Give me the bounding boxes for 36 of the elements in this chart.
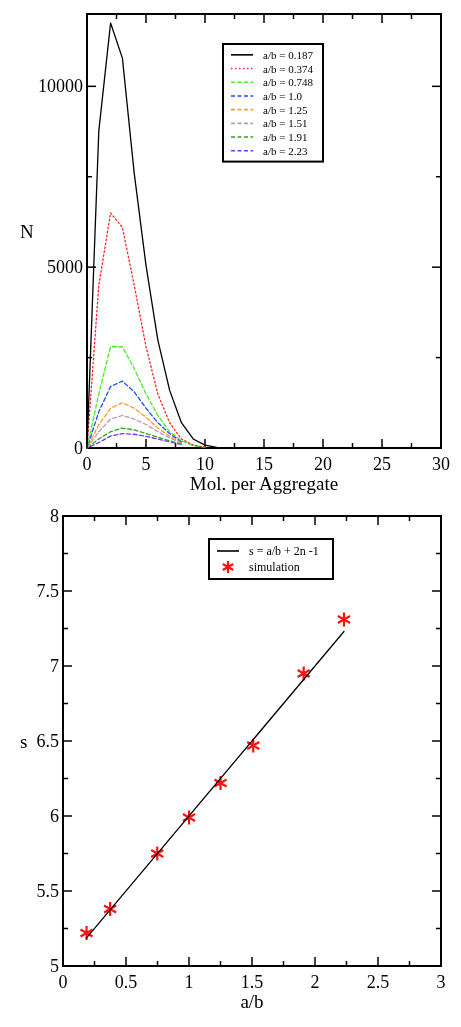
y-tick-label: 7 bbox=[50, 656, 59, 676]
x-tick-label: 15 bbox=[255, 454, 273, 474]
legend-label: simulation bbox=[249, 560, 300, 574]
legend-label: a/b = 1.91 bbox=[263, 131, 308, 144]
x-tick-label: 20 bbox=[314, 454, 332, 474]
x-tick-label: 5 bbox=[141, 454, 151, 474]
legend-label: a/b = 2.23 bbox=[263, 144, 308, 157]
x-tick-label: 1 bbox=[184, 972, 194, 992]
y-tick-label: 0 bbox=[74, 438, 83, 458]
x-tick-label: 30 bbox=[432, 454, 450, 474]
legend-label: a/b = 0.374 bbox=[263, 62, 314, 75]
x-tick-label: 1.5 bbox=[240, 972, 264, 992]
y-tick-label: 5000 bbox=[47, 257, 83, 278]
y-tick-label: 10000 bbox=[38, 76, 83, 97]
y-tick-label: 5.5 bbox=[36, 881, 59, 901]
y-tick-label: 5 bbox=[50, 956, 59, 976]
y-axis-title: N bbox=[20, 220, 34, 242]
y-tick-label: 7.5 bbox=[36, 581, 59, 601]
x-axis-title: a/b bbox=[240, 991, 264, 1012]
x-tick-label: 25 bbox=[373, 454, 391, 474]
x-axis-title: Mol. per Aggregate bbox=[189, 473, 339, 494]
x-tick-label: 2.5 bbox=[366, 972, 390, 992]
x-tick-label: 3 bbox=[436, 972, 446, 992]
legend-label: a/b = 0.187 bbox=[263, 48, 314, 61]
x-tick-label: 0.5 bbox=[114, 972, 138, 992]
y-axis-title: s bbox=[20, 730, 28, 752]
legend-label: s = a/b + 2n -1 bbox=[249, 544, 319, 558]
y-tick-label: 8 bbox=[50, 506, 59, 526]
legend-label: a/b = 1.51 bbox=[263, 117, 308, 130]
y-tick-label: 6.5 bbox=[36, 731, 59, 751]
legend-label: a/b = 1.0 bbox=[263, 89, 303, 102]
legend-label: a/b = 0.748 bbox=[263, 76, 314, 89]
legend-label: a/b = 1.25 bbox=[263, 103, 308, 116]
y-tick-label: 6 bbox=[50, 806, 59, 826]
x-tick-label: 10 bbox=[196, 454, 214, 474]
x-tick-label: 2 bbox=[310, 972, 320, 992]
